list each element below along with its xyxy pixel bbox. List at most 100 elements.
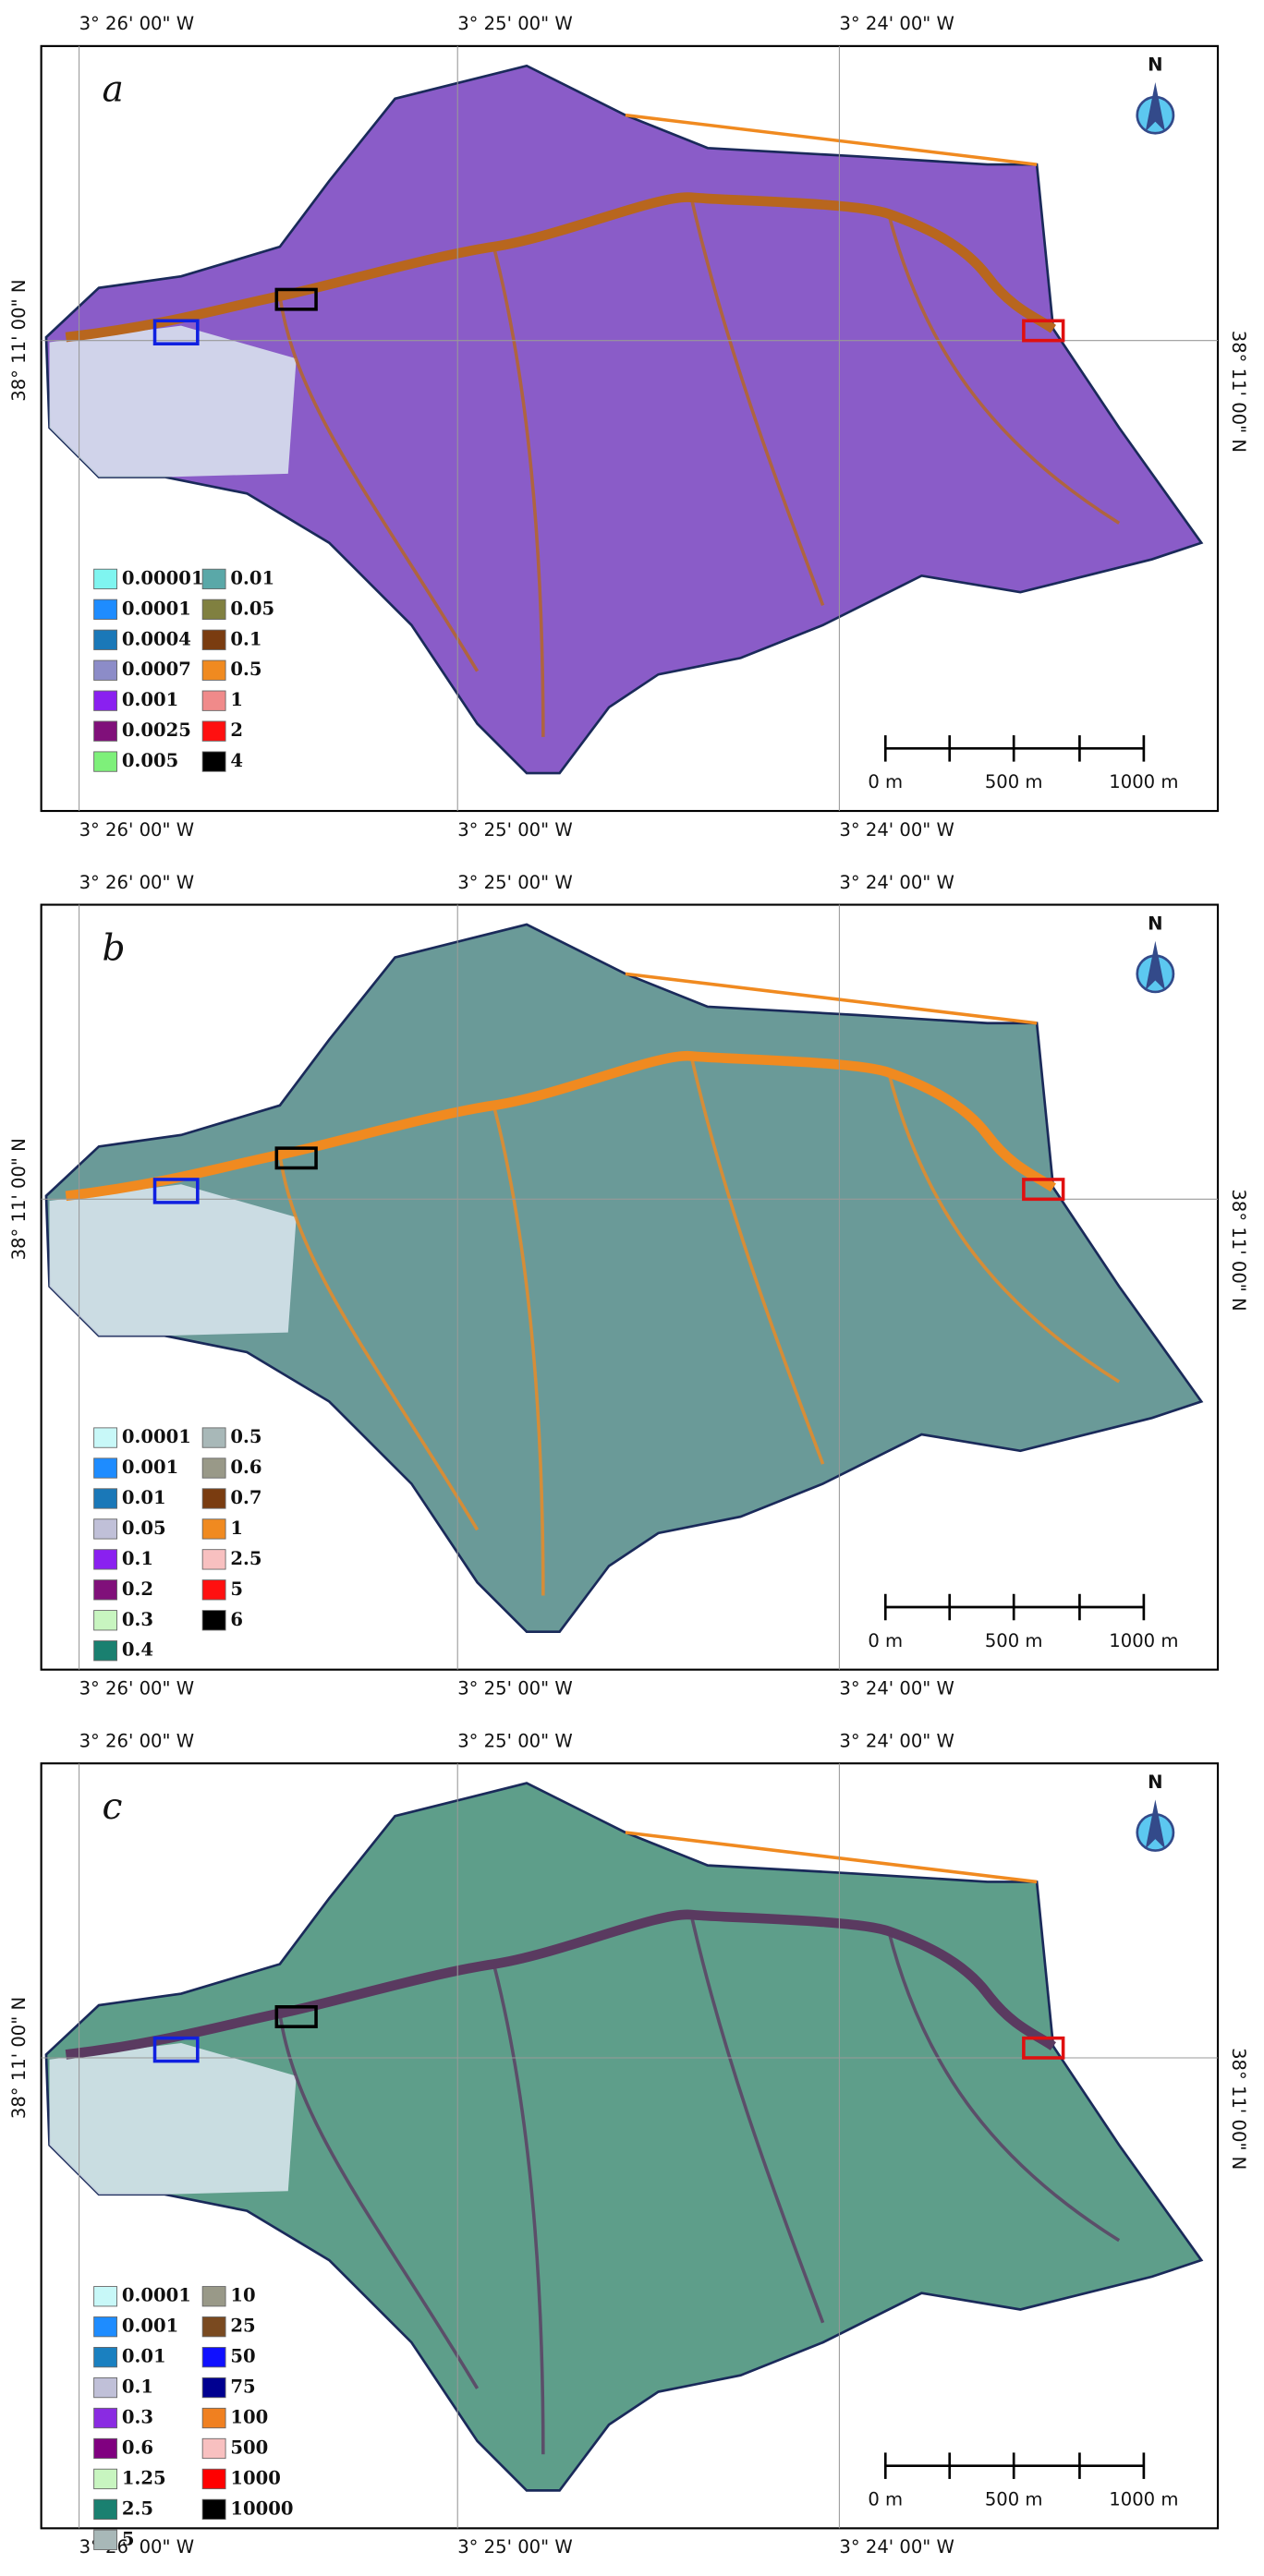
scale-label: 0 m [868, 2489, 903, 2510]
map-panel: a 3° 26' 00" W 3° 25' 00" W 3° 24' 00" W 3° … [8, 13, 1249, 841]
legend-label: 0.01 [122, 1487, 166, 1508]
scale-label: 500 m [985, 2489, 1043, 2510]
scale-label: 0 m [868, 771, 903, 792]
longitude-label: 3° 25' 00" W [457, 13, 573, 34]
longitude-label: 3° 25' 00" W [457, 872, 573, 893]
ridge-line [625, 972, 1038, 1025]
legend-swatch [201, 1610, 226, 1631]
legend-label: 0.001 [122, 2316, 178, 2337]
legend-label: 0.01 [230, 567, 274, 588]
legend-label: 4 [230, 750, 243, 771]
longitude-label: 3° 24' 00" W [839, 872, 954, 893]
north-label: N [1148, 54, 1162, 76]
legend-swatch [201, 2407, 226, 2429]
legend-label: 0.5 [230, 659, 261, 680]
longitude-label: 3° 24' 00" W [839, 2536, 954, 2558]
north-label: N [1148, 1772, 1162, 1793]
scale-label: 1000 m [1109, 771, 1178, 792]
longitude-label: 3° 26' 00" W [79, 1731, 195, 1752]
legend-label: 50 [230, 2346, 255, 2367]
legend-swatch [201, 720, 226, 742]
legend-swatch [201, 2286, 226, 2307]
site-box [274, 287, 318, 311]
legend-swatch [93, 2498, 118, 2521]
urban-area [49, 2042, 297, 2195]
tributary [278, 2013, 480, 2389]
legend-swatch [201, 751, 226, 772]
legend-swatch [93, 1640, 118, 1662]
scale-label: 1000 m [1109, 1630, 1178, 1651]
tributary [887, 213, 1121, 525]
legend-swatch [201, 2346, 226, 2368]
legend-label: 0.1 [230, 628, 261, 649]
main-channel [65, 1050, 1056, 1202]
legend-label: 0.1 [122, 1548, 153, 1569]
legend-label: 2 [230, 720, 243, 741]
legend-label: 0.0025 [122, 720, 191, 741]
legend-label: 0.1 [122, 2376, 153, 2398]
longitude-label: 3° 25' 00" W [457, 1678, 573, 1699]
scale-label: 500 m [985, 1630, 1043, 1651]
legend-label: 0.0001 [122, 2285, 191, 2306]
legend-swatch [201, 599, 226, 620]
legend-swatch [93, 1579, 118, 1601]
legend-swatch [93, 2286, 118, 2307]
catchment [44, 923, 1204, 1634]
legend-swatch [93, 720, 118, 742]
legend-label: 5 [230, 1578, 243, 1600]
legend-label: 6 [230, 1609, 243, 1630]
legend-label: 0.0007 [122, 659, 191, 680]
ridge-line [625, 1831, 1038, 1884]
legend-label: 0.05 [122, 1518, 166, 1539]
longitude-label: 3° 26' 00" W [79, 872, 195, 893]
legend-swatch [201, 2468, 226, 2490]
legend-swatch [93, 659, 118, 681]
site-box [152, 319, 200, 346]
latitude-label: 38° 11' 00" N [8, 1997, 30, 2119]
longitude-label: 3° 26' 00" W [79, 819, 195, 841]
legend-label: 0.3 [122, 1609, 153, 1630]
legend-swatch [201, 1427, 226, 1448]
legend-swatch [201, 1518, 226, 1540]
legend-label: 0.0001 [122, 598, 191, 619]
legend-swatch [93, 2316, 118, 2338]
site-box [1022, 2036, 1065, 2060]
north-arrow [1145, 940, 1166, 991]
latitude-label: 38° 11' 00" N [1228, 2048, 1249, 2170]
legend-label: 0.001 [122, 1457, 178, 1478]
legend-swatch [93, 2468, 118, 2490]
legend-swatch [201, 690, 226, 711]
legend-swatch [93, 2437, 118, 2460]
site-box [1022, 319, 1065, 343]
legend-label: 100 [230, 2407, 268, 2428]
legend-swatch [93, 2376, 118, 2399]
legend-label: 0.01 [122, 2346, 166, 2367]
legend-label: 0.0001 [122, 1426, 191, 1447]
tributary [689, 197, 825, 607]
panel-label: b [103, 927, 126, 969]
longitude-label: 3° 25' 00" W [457, 1731, 573, 1752]
legend-swatch [93, 2346, 118, 2368]
tributary [689, 1055, 825, 1465]
legend-swatch [201, 1549, 226, 1570]
scale-label: 500 m [985, 771, 1043, 792]
legend-swatch [93, 690, 118, 711]
legend-swatch [201, 1579, 226, 1601]
legend-swatch [93, 629, 118, 650]
legend-label: 0.005 [122, 750, 178, 771]
north-arrow [1145, 1799, 1166, 1849]
legend-label: 10000 [230, 2497, 293, 2519]
scale-label: 1000 m [1109, 2489, 1178, 2510]
legend-swatch [201, 2376, 226, 2399]
legend-label: 0.6 [122, 2437, 153, 2458]
longitude-label: 3° 25' 00" W [457, 2536, 573, 2558]
legend-swatch [93, 1518, 118, 1540]
legend-label: 1.25 [122, 2467, 166, 2488]
legend-label: 10 [230, 2285, 255, 2306]
legend-swatch [201, 659, 226, 681]
legend-label: 0.4 [122, 1639, 153, 1661]
urban-area [49, 325, 297, 478]
map-panel: c 3° 26' 00" W 3° 25' 00" W 3° 24' 00" W 3° … [8, 1731, 1249, 2558]
